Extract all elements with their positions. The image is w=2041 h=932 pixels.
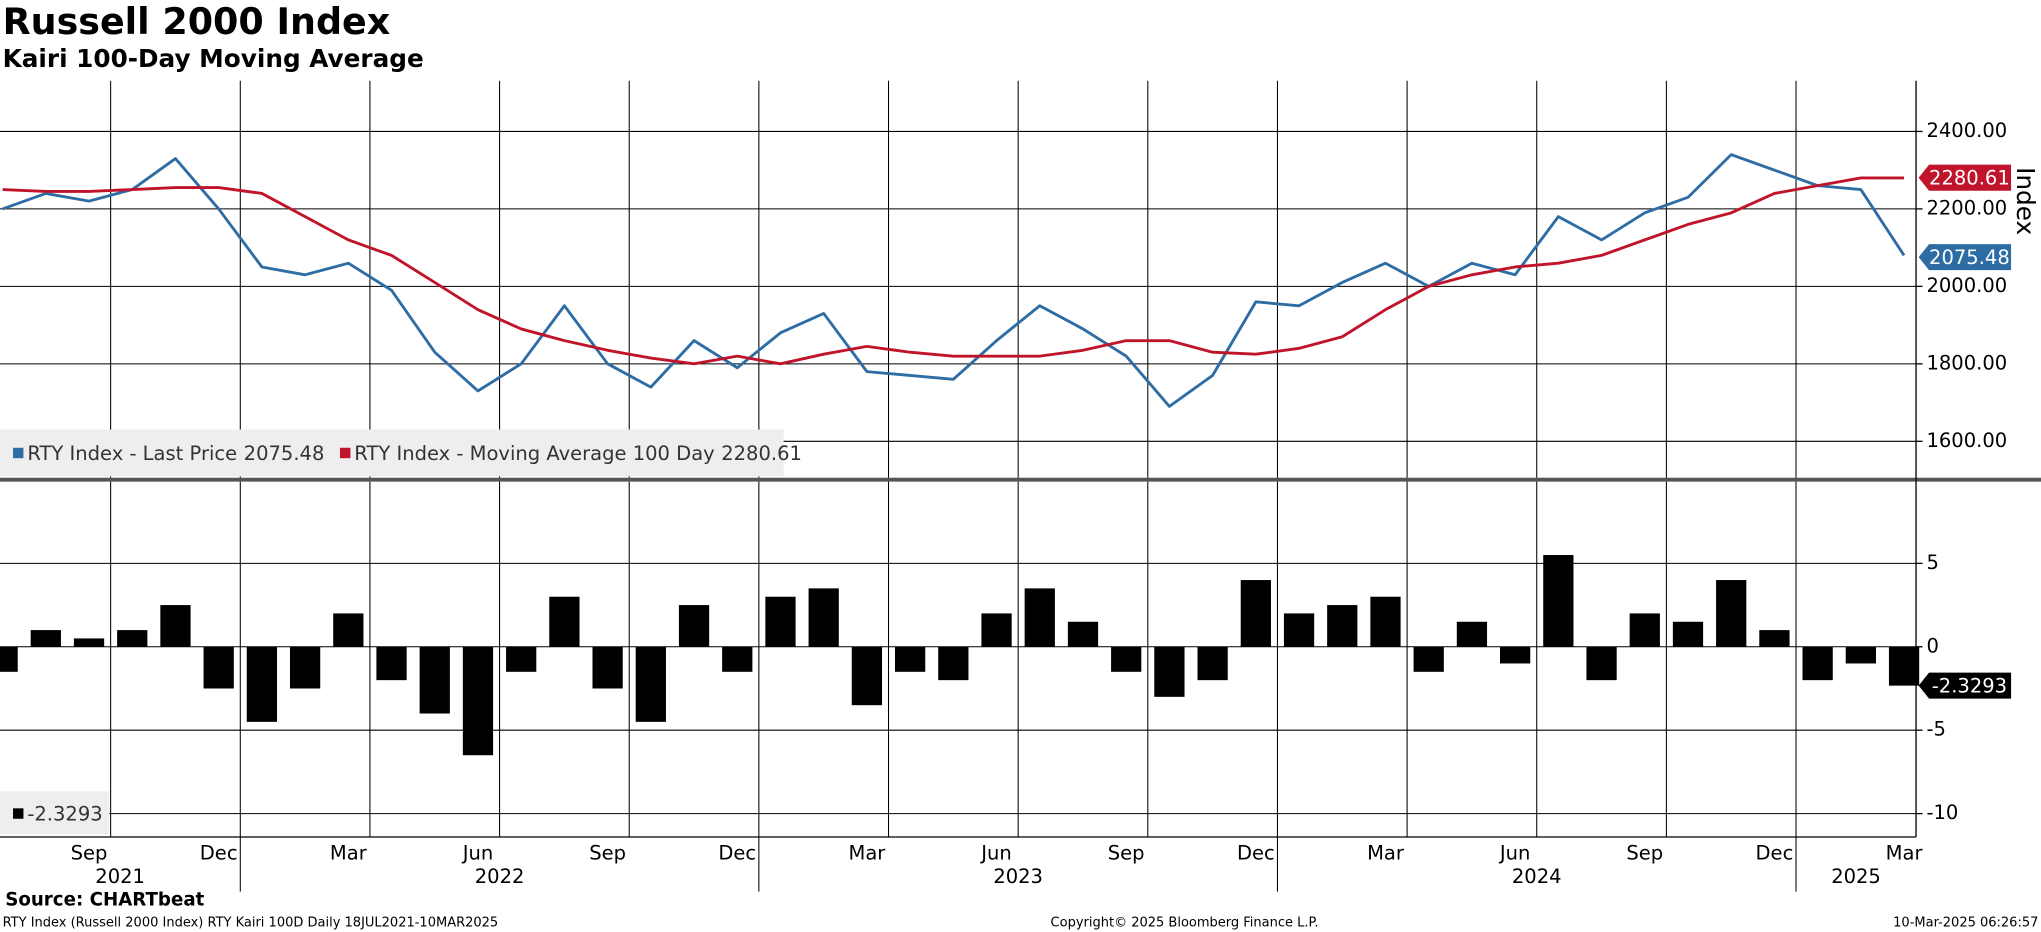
bar [1802, 646, 1833, 681]
bar [289, 646, 321, 689]
x-tick-label: Dec [718, 841, 756, 864]
bar [246, 646, 278, 722]
bar [160, 605, 191, 647]
bar [1197, 646, 1228, 681]
x-tick-label: Mar [1367, 841, 1405, 864]
x-tick-label: Mar [1886, 841, 1924, 864]
bar [1111, 646, 1142, 672]
y-tick-label: 2200.00 [1926, 196, 2007, 219]
bar [938, 646, 969, 681]
bar [722, 646, 753, 672]
source: Source: CHARTbeat [5, 890, 204, 911]
x-tick-label: Dec [200, 841, 238, 864]
legend-label: RTY Index - Moving Average 100 Day [354, 442, 714, 465]
x-year-label: 2021 [95, 865, 145, 888]
last-value-tag: 2280.61 [1929, 166, 2010, 189]
bar [894, 646, 926, 672]
bar [1759, 630, 1790, 647]
legend-value: 2075.48 [244, 442, 325, 465]
x-year-label: 2024 [1512, 865, 1562, 888]
chart-title: Russell 2000 Index [3, 0, 391, 43]
last-value-tag-bg [1918, 164, 2012, 191]
bar [1067, 621, 1099, 647]
x-year-label: 2025 [1831, 865, 1881, 888]
bar [1888, 646, 1920, 686]
legend-value: -2.3293 [27, 802, 102, 825]
x-tick-label: Dec [1756, 841, 1794, 864]
timestamp: 10-Mar-2025 06:26:57 [1893, 915, 2038, 930]
x-tick-label: Jun [979, 841, 1012, 864]
bar [1240, 580, 1271, 647]
bar [1283, 613, 1315, 647]
y-tick-label: -5 [1926, 718, 1945, 741]
legend-swatch [339, 447, 351, 459]
bar [73, 638, 105, 647]
bar [376, 646, 407, 681]
bar [592, 646, 623, 689]
y-tick-label: 5 [1926, 551, 1938, 574]
x-tick-label: Sep [589, 841, 626, 864]
bar [851, 646, 883, 706]
x-tick-label: Jun [1498, 841, 1531, 864]
legend-value: 2280.61 [721, 442, 802, 465]
last-value-tag-bg [1918, 672, 2012, 699]
line-series [2, 176, 1905, 366]
chart-subtitle: Kairi 100-Day Moving Average [3, 44, 424, 73]
y-tick-label: -10 [1926, 801, 1958, 824]
bar [333, 613, 364, 647]
x-tick-label: Sep [1626, 841, 1663, 864]
bar [462, 646, 494, 756]
bar [1024, 588, 1055, 647]
copyright: Copyright© 2025 Bloomberg Finance L.P. [1051, 915, 1319, 930]
bar [635, 646, 666, 722]
y-axis-label: Index [2011, 167, 2040, 235]
y-tick-label: 1600.00 [1926, 429, 2007, 452]
line-series [2, 153, 1906, 408]
bar [117, 630, 148, 647]
bar [1327, 605, 1358, 647]
y-tick-label: 0 [1926, 634, 1938, 657]
bar [1543, 555, 1574, 647]
bar [1586, 646, 1617, 681]
bar [1456, 621, 1488, 647]
bar [765, 596, 796, 647]
legend-background [0, 429, 784, 477]
y-tick-label: 2000.00 [1926, 274, 2007, 297]
last-value-tag-bg [1918, 244, 2012, 271]
bar [30, 630, 61, 647]
x-tick-label: Jun [461, 841, 493, 864]
bar [808, 588, 839, 647]
bar [1845, 646, 1876, 664]
bar [981, 613, 1012, 647]
bar [1672, 621, 1704, 647]
bar [549, 596, 580, 647]
x-tick-label: Mar [848, 841, 886, 864]
bar [1370, 596, 1401, 647]
last-value-tag: -2.3293 [1932, 674, 2007, 697]
legend-label: RTY Index - Last Price [27, 442, 237, 465]
y-tick-label: 2400.00 [1926, 119, 2007, 142]
x-year-label: 2023 [993, 865, 1043, 888]
x-tick-label: Sep [71, 841, 108, 864]
bar [1629, 613, 1660, 647]
legend-swatch [13, 447, 24, 459]
bar [506, 646, 537, 672]
bar [678, 605, 710, 647]
bar [0, 646, 18, 672]
x-tick-label: Dec [1237, 841, 1275, 864]
bar [1413, 646, 1444, 672]
bar [1716, 580, 1747, 647]
last-value-tag: 2075.48 [1929, 246, 2010, 269]
bar [1154, 646, 1185, 697]
x-year-label: 2022 [475, 865, 525, 888]
bar [203, 646, 234, 689]
footer-description: RTY Index (Russell 2000 Index) RTY Kairi… [3, 915, 499, 930]
bar [419, 646, 450, 714]
x-tick-label: Mar [330, 841, 368, 864]
y-tick-label: 1800.00 [1926, 351, 2007, 374]
x-tick-label: Sep [1108, 841, 1145, 864]
legend-swatch [13, 808, 24, 819]
bar [1500, 646, 1531, 664]
